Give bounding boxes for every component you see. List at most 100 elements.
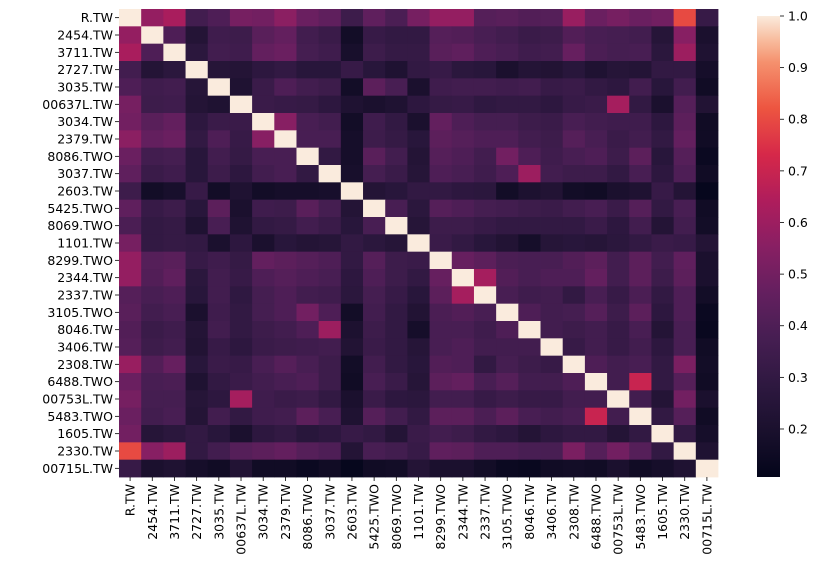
heatmap-cell (473, 147, 497, 166)
heatmap-cell (141, 130, 164, 149)
heatmap-cell (673, 26, 697, 45)
heatmap-cell (518, 425, 541, 443)
heatmap-cell (363, 165, 386, 183)
heatmap-cell (518, 26, 541, 45)
heatmap-cell (340, 217, 364, 235)
heatmap-cell (695, 95, 719, 114)
heatmap-cell (451, 390, 475, 409)
heatmap-cell (540, 425, 564, 443)
heatmap-cell (584, 286, 608, 305)
heatmap-cell (451, 130, 475, 149)
heatmap-cell (185, 26, 209, 45)
heatmap-cell (629, 425, 652, 443)
heatmap-cell (695, 355, 719, 374)
heatmap-cell (252, 165, 275, 183)
heatmap-cell (473, 78, 497, 97)
heatmap-cell (673, 251, 697, 270)
x-tick-label: 8069.TWO (389, 484, 404, 550)
heatmap-cell (407, 234, 430, 253)
heatmap-cell (185, 390, 209, 409)
heatmap-cell (340, 338, 364, 357)
heatmap-cell (540, 43, 564, 62)
heatmap-cell (584, 61, 608, 79)
heatmap-cell (629, 442, 652, 461)
heatmap-cell (540, 390, 564, 409)
y-tick-label: 3034.TW (57, 114, 113, 129)
heatmap-cell (207, 234, 231, 253)
heatmap-cell (695, 78, 719, 97)
heatmap-cell (496, 303, 519, 322)
heatmap-cell (119, 9, 142, 27)
heatmap-cell (695, 182, 719, 201)
heatmap-cell (185, 182, 209, 201)
y-tick-label: 5425.TWO (47, 201, 113, 216)
heatmap-cell (340, 78, 364, 97)
heatmap-cell (695, 442, 719, 461)
heatmap-cell (451, 217, 475, 235)
heatmap-cell (473, 303, 497, 322)
heatmap-cell (385, 9, 408, 27)
x-tick-label: 5425.TWO (367, 484, 382, 550)
heatmap-cell (607, 43, 630, 62)
heatmap-cell (385, 217, 408, 235)
x-tick-label: 2344.TW (455, 484, 470, 540)
heatmap-cell (607, 390, 630, 409)
heatmap-cell (318, 147, 342, 166)
heatmap-cell (407, 459, 430, 478)
heatmap-cell (296, 78, 320, 97)
heatmap-cell (673, 442, 697, 461)
heatmap-cell (673, 113, 697, 131)
heatmap-cell (496, 217, 519, 235)
heatmap-cell (540, 130, 564, 149)
heatmap-cell (163, 459, 186, 478)
heatmap-cell (407, 442, 430, 461)
heatmap-cell (119, 286, 142, 305)
heatmap-cell (141, 113, 164, 131)
heatmap-cell (385, 373, 408, 391)
heatmap-cell (429, 165, 453, 183)
heatmap-cell (340, 199, 364, 218)
heatmap-cell (296, 147, 320, 166)
heatmap-cell (229, 147, 253, 166)
heatmap-cell (385, 286, 408, 305)
heatmap-cell (163, 269, 186, 287)
heatmap-cell (584, 78, 608, 97)
heatmap-cell (540, 407, 564, 426)
heatmap-cell (651, 442, 675, 461)
heatmap-cell (673, 269, 697, 287)
heatmap-cell (562, 217, 586, 235)
x-tick-label: 3034.TW (256, 484, 271, 540)
heatmap-cell (607, 251, 630, 270)
heatmap-cell (695, 61, 719, 79)
heatmap-cell (363, 61, 386, 79)
heatmap-cell (119, 373, 142, 391)
heatmap-cell (296, 43, 320, 62)
x-tick-label: 2330.TW (677, 484, 692, 540)
heatmap-cell (163, 26, 186, 45)
heatmap-cell (584, 217, 608, 235)
heatmap-cell (429, 425, 453, 443)
heatmap-cell (185, 234, 209, 253)
heatmap-cell (252, 9, 275, 27)
heatmap-cell (518, 286, 541, 305)
heatmap-cell (562, 234, 586, 253)
heatmap-cell (584, 390, 608, 409)
heatmap-cell (274, 459, 297, 478)
heatmap-cell (673, 95, 697, 114)
heatmap-cell (673, 78, 697, 97)
heatmap-cell (695, 130, 719, 149)
heatmap-cell (274, 9, 297, 27)
heatmap-cell (207, 303, 231, 322)
heatmap-cell (562, 43, 586, 62)
heatmap-cell (185, 303, 209, 322)
y-tick-labels: R.TW 2454.TW 3711.TW 2727.TW 3035.TW 00637L.T… (42, 10, 119, 476)
heatmap-cell (274, 286, 297, 305)
heatmap-cell (651, 199, 675, 218)
colorbar-tick-label: 1.0 (788, 9, 808, 24)
heatmap-cell (385, 26, 408, 45)
heatmap-cell (163, 78, 186, 97)
heatmap-cell (207, 269, 231, 287)
heatmap-cell (451, 95, 475, 114)
heatmap-cell (695, 26, 719, 45)
heatmap-cell (141, 459, 164, 478)
